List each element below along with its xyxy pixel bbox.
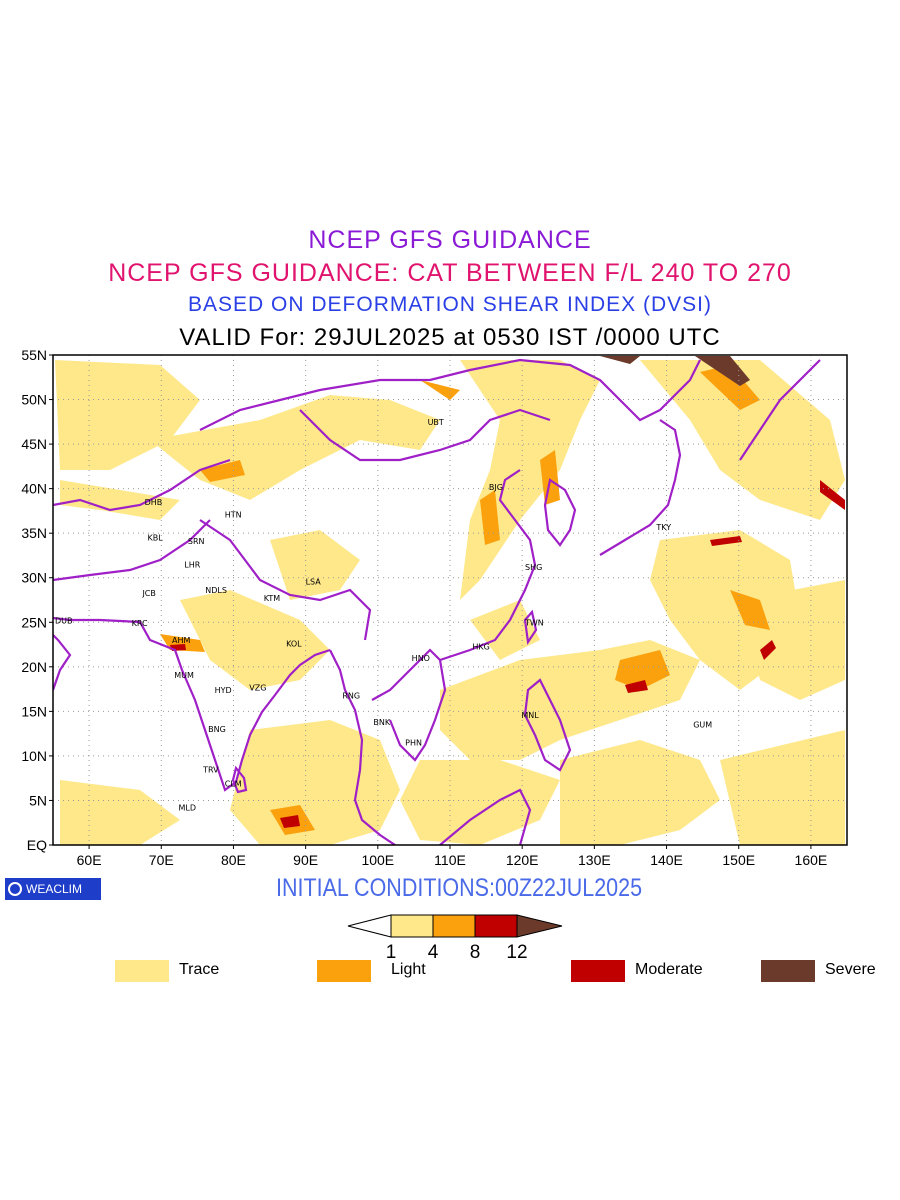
lon-label: 80E: [221, 852, 246, 868]
city-label-srn: SRN: [188, 537, 205, 546]
city-label-shg: SHG: [525, 563, 542, 572]
colorbar-tick-label: 1: [386, 942, 397, 963]
lat-label: 40N: [21, 481, 47, 497]
city-label-bjg: BJG: [489, 483, 503, 492]
city-label-bnk: BNK: [373, 718, 390, 727]
lat-label: 25N: [21, 614, 47, 630]
lat-label: 55N: [21, 347, 47, 363]
colorbar-tick-label: 4: [428, 942, 439, 963]
lat-label: 30N: [21, 570, 47, 586]
city-label-rng: RNG: [342, 691, 360, 700]
lat-label: 50N: [21, 392, 47, 408]
lon-label: 70E: [149, 852, 174, 868]
city-label-dub: DUB: [55, 616, 73, 625]
city-labels: UBT BJG TKY SHG TWN HKG HNO BNK PHN MNL GUM RNG LSA K…: [55, 418, 712, 813]
legend-severe-label: Severe: [825, 961, 876, 978]
lat-label: 5N: [29, 792, 47, 808]
city-label-phn: PHN: [405, 739, 422, 748]
city-label-vzg: VZG: [249, 683, 266, 692]
city-label-ubt: UBT: [428, 418, 444, 427]
city-label-trv: TRV: [202, 765, 219, 774]
city-label-gum: GUM: [693, 721, 712, 730]
lat-label: 20N: [21, 659, 47, 675]
colorbar-over-arrow: [516, 914, 563, 938]
legend-moderate-label: Moderate: [635, 961, 703, 978]
graticule: [53, 355, 847, 845]
city-label-mld: MLD: [179, 804, 197, 813]
city-label-htn: HTN: [225, 510, 242, 519]
legend-light-swatch: [317, 960, 371, 982]
colorbar-tick-label: 8: [470, 942, 481, 963]
axis-labels: EQ 5N 10N 15N 20N 25N 30N 35N 40N 45N 50N 55N 60E 70E…: [21, 347, 827, 868]
city-label-krc: KRC: [132, 619, 148, 628]
legend-moderate-swatch: [571, 960, 625, 982]
colorbar-trace: [390, 914, 434, 938]
initial-conditions: INITIAL CONDITIONS:00Z22JUL2025: [276, 874, 643, 902]
lon-label: 120E: [506, 852, 539, 868]
colorbar: [347, 914, 563, 938]
lon-label: 60E: [77, 852, 102, 868]
lat-label: EQ: [27, 837, 47, 853]
lat-label: 15N: [21, 703, 47, 719]
city-label-kbl: KBL: [147, 534, 163, 543]
title-line-2: NCEP GFS GUIDANCE: CAT BETWEEN F/L 240 T…: [108, 259, 792, 287]
colorbar-light: [432, 914, 476, 938]
title-line-1: NCEP GFS GUIDANCE: [308, 226, 592, 254]
turbulence-field: [55, 356, 845, 845]
lon-label: 130E: [578, 852, 611, 868]
lon-label: 110E: [434, 852, 466, 868]
legend-light-label: Light: [391, 961, 426, 978]
city-label-lsa: LSA: [306, 577, 322, 586]
city-label-mnl: MNL: [521, 711, 539, 720]
lon-label: 150E: [722, 852, 755, 868]
map-frame: [52, 354, 848, 846]
colorbar-tick-label: 12: [506, 942, 527, 963]
lat-label: 35N: [21, 525, 47, 541]
city-label-bng: BNG: [208, 725, 226, 734]
city-label-ahm: AHM: [172, 636, 190, 645]
lon-label: 160E: [795, 852, 828, 868]
city-label-jcb: JCB: [141, 589, 155, 598]
colorbar-under-arrow: [347, 914, 392, 938]
legend-trace-label: Trace: [179, 961, 220, 978]
city-label-hyd: HYD: [215, 686, 232, 695]
city-label-twn: TWN: [524, 618, 544, 627]
city-label-dhb: DHB: [145, 498, 163, 507]
logo-circle-icon: [8, 882, 22, 896]
city-label-clm: CLM: [225, 780, 242, 789]
title-line-3: BASED ON DEFORMATION SHEAR INDEX (DVSI): [188, 293, 712, 316]
coastlines-and-borders: [53, 358, 821, 845]
city-label-kol: KOL: [286, 640, 302, 649]
colorbar-moderate: [474, 914, 518, 938]
weaclim-logo: WEACLIM: [5, 878, 101, 900]
city-label-tky: TKY: [655, 523, 671, 532]
valid-time-title: VALID For: 29JUL2025 at 0530 IST /0000 U…: [179, 324, 721, 351]
legend-trace-swatch: [115, 960, 169, 982]
colorbar-tick-labels: 1 4 8 12: [386, 942, 528, 963]
lon-label: 90E: [293, 852, 318, 868]
city-label-hno: HNO: [412, 654, 430, 663]
logo-text: WEACLIM: [26, 882, 83, 896]
city-label-hkg: HKG: [472, 642, 489, 651]
city-label-mum: MUM: [174, 671, 194, 680]
lon-label: 140E: [650, 852, 683, 868]
lon-label: 100E: [361, 852, 394, 868]
lat-label: 45N: [21, 436, 47, 452]
city-label-ktm: KTM: [264, 594, 281, 603]
lat-label: 10N: [21, 748, 47, 764]
legend-severe-swatch: [761, 960, 815, 982]
city-label-ndls: NDLS: [205, 586, 227, 595]
city-label-lhr: LHR: [184, 560, 200, 569]
